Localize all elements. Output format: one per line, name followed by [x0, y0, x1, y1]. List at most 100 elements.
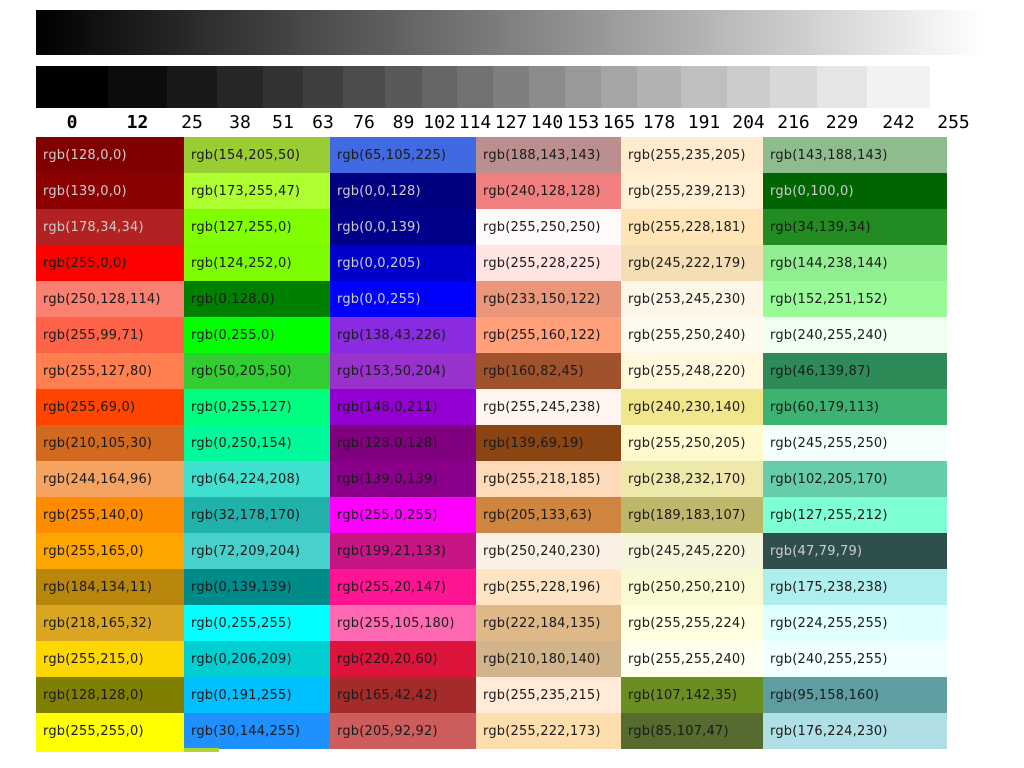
color-swatch-cell: rgb(47,79,79): [763, 533, 947, 569]
color-swatch-cell: rgb(255,0,0): [36, 245, 184, 281]
gray-step-tick-label: 0: [66, 111, 78, 133]
palette-column: rgb(128,0,0) rgb(139,0,0) rgb(178,34,34) rg…: [36, 137, 184, 749]
gray-step: [529, 66, 565, 108]
color-swatch-cell: rgb(0,100,0): [763, 173, 947, 209]
color-swatch-cell: rgb(255,165,0): [36, 533, 184, 569]
color-swatch-cell: rgb(238,232,170): [621, 461, 763, 497]
gray-step-tick-label: 25: [181, 111, 203, 133]
gray-step-tick-label: 114: [458, 111, 492, 133]
gray-step-tick-label: 255: [937, 111, 970, 133]
gray-step-tick-label: 76: [353, 111, 375, 133]
color-swatch-cell: rgb(102,205,170): [763, 461, 947, 497]
color-swatch-cell: rgb(222,184,135): [476, 605, 621, 641]
color-swatch-cell: rgb(255,250,205): [621, 425, 763, 461]
color-swatch-cell: rgb(255,239,213): [621, 173, 763, 209]
color-swatch-cell: rgb(205,133,63): [476, 497, 621, 533]
color-swatch-cell: rgb(0,0,139): [330, 209, 476, 245]
gray-step: [867, 66, 930, 108]
gray-step-tick-label: 165: [602, 111, 636, 133]
gray-step: [930, 66, 977, 108]
color-swatch-cell: rgb(0,128,0): [184, 281, 330, 317]
color-swatch-cell: rgb(30,144,255): [184, 713, 330, 749]
gray-step-tick-label: 204: [732, 111, 765, 133]
palette-column: rgb(154,205,50) rgb(173,255,47) rgb(127,25…: [184, 137, 330, 749]
gray-step: [385, 66, 422, 108]
gray-step: [217, 66, 263, 108]
color-swatch-cell: rgb(139,69,19): [476, 425, 621, 461]
color-swatch-cell: rgb(152,251,152): [763, 281, 947, 317]
color-swatch-cell: rgb(255,218,185): [476, 461, 621, 497]
gray-step: [263, 66, 303, 108]
gray-step-tick-label: 216: [777, 111, 810, 133]
color-swatch-cell: rgb(32,178,170): [184, 497, 330, 533]
color-swatch-cell: rgb(245,222,179): [621, 245, 763, 281]
color-swatch-cell: rgb(220,20,60): [330, 641, 476, 677]
color-swatch-cell: rgb(218,165,32): [36, 605, 184, 641]
color-swatch-cell: rgb(34,139,34): [763, 209, 947, 245]
color-swatch-cell: rgb(255,245,238): [476, 389, 621, 425]
color-swatch-cell: rgb(255,228,181): [621, 209, 763, 245]
gray-step-tick-label: 51: [272, 111, 294, 133]
grayscale-step-tick-labels: 0 12 25 38 51 63 76 89 102 114 127 140 153 165 178 191 2…: [36, 110, 977, 134]
color-swatch-cell: rgb(255,248,220): [621, 353, 763, 389]
gray-step: [727, 66, 770, 108]
color-swatch-cell: rgb(240,255,255): [763, 641, 947, 677]
palette-column: rgb(143,188,143) rgb(0,100,0) rgb(34,139,3…: [763, 137, 947, 749]
color-swatch-cell: rgb(175,238,238): [763, 569, 947, 605]
color-swatch-cell: rgb(72,209,204): [184, 533, 330, 569]
gray-step: [770, 66, 817, 108]
color-swatch-cell: rgb(178,34,34): [36, 209, 184, 245]
color-swatch-cell: rgb(255,127,80): [36, 353, 184, 389]
grayscale-gradient-bar: [36, 10, 983, 55]
color-swatch-cell: rgb(128,0,128): [330, 425, 476, 461]
color-swatch-cell: rgb(255,20,147): [330, 569, 476, 605]
color-swatch-cell: rgb(0,255,255): [184, 605, 330, 641]
color-swatch-cell: rgb(210,180,140): [476, 641, 621, 677]
color-swatch-cell: rgb(176,224,230): [763, 713, 947, 749]
color-swatch-cell: rgb(244,164,96): [36, 461, 184, 497]
color-swatch-cell: rgb(255,255,224): [621, 605, 763, 641]
color-swatch-cell: rgb(173,255,47): [184, 173, 330, 209]
color-swatch-cell: rgb(165,42,42): [330, 677, 476, 713]
gray-step-tick-label: 229: [825, 111, 859, 133]
color-swatch-cell: rgb(255,250,240): [621, 317, 763, 353]
gray-step: [36, 66, 108, 108]
color-swatch-cell: rgb(199,21,133): [330, 533, 476, 569]
color-swatch-cell: rgb(255,222,173): [476, 713, 621, 749]
color-swatch-cell: rgb(107,142,35): [621, 677, 763, 713]
gray-step: [681, 66, 727, 108]
color-swatch-cell: rgb(0,250,154): [184, 425, 330, 461]
color-swatch-cell: rgb(0,206,209): [184, 641, 330, 677]
grayscale-step-bar: [36, 66, 977, 108]
color-swatch-cell: rgb(255,99,71): [36, 317, 184, 353]
color-swatch-cell: rgb(255,215,0): [36, 641, 184, 677]
color-swatch-cell: rgb(0,255,0): [184, 317, 330, 353]
gray-step: [817, 66, 867, 108]
color-swatch-cell: rgb(127,255,0): [184, 209, 330, 245]
color-swatch-cell: rgb(255,235,215): [476, 677, 621, 713]
color-swatch-cell: rgb(250,128,114): [36, 281, 184, 317]
color-swatch-cell: rgb(255,105,180): [330, 605, 476, 641]
color-swatch-cell: rgb(160,82,45): [476, 353, 621, 389]
gray-step: [303, 66, 343, 108]
color-swatch-cell: rgb(139,0,0): [36, 173, 184, 209]
color-swatch-cell: rgb(64,224,208): [184, 461, 330, 497]
gray-step-tick-label: 153: [566, 111, 600, 133]
color-swatch-cell: rgb(128,128,0): [36, 677, 184, 713]
color-swatch-cell: rgb(95,158,160): [763, 677, 947, 713]
color-swatch-cell: rgb(250,250,210): [621, 569, 763, 605]
color-swatch-cell: rgb(85,107,47): [621, 713, 763, 749]
color-swatch-cell: rgb(255,160,122): [476, 317, 621, 353]
color-swatch-cell: rgb(0,0,255): [330, 281, 476, 317]
color-swatch-cell: rgb(224,255,255): [763, 605, 947, 641]
color-swatch-cell: rgb(253,245,230): [621, 281, 763, 317]
color-swatch-cell: rgb(250,240,230): [476, 533, 621, 569]
palette-column: rgb(65,105,225) rgb(0,0,128) rgb(0,0,139) r…: [330, 137, 476, 749]
color-swatch-cell: rgb(124,252,0): [184, 245, 330, 281]
gray-step-tick-label: 242: [882, 111, 915, 133]
gray-step: [601, 66, 637, 108]
color-swatch-cell: rgb(184,134,11): [36, 569, 184, 605]
color-swatch-cell: rgb(50,205,50): [184, 353, 330, 389]
color-swatch-cell: rgb(153,50,204): [330, 353, 476, 389]
